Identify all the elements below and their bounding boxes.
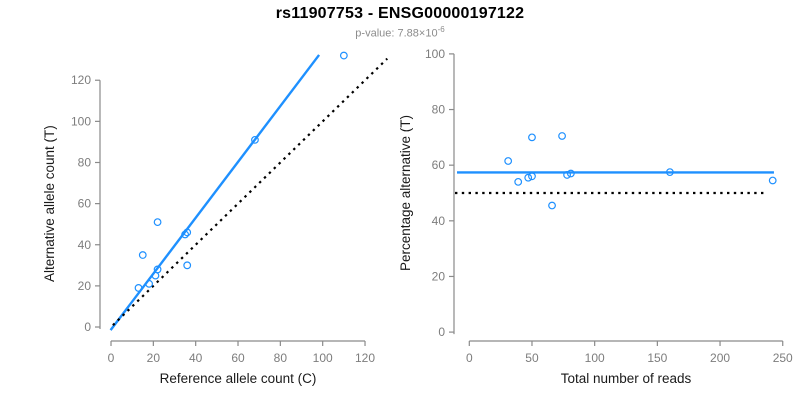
y-tick-label: 100: [71, 114, 91, 128]
data-point: [665, 168, 674, 177]
data-point: [528, 172, 536, 181]
p-value-text: p-value: 7.88×10: [355, 27, 438, 40]
data-point: [181, 230, 189, 239]
data-point: [339, 51, 348, 60]
data-point: [145, 279, 154, 288]
data-point: [768, 176, 777, 185]
y-tick-label: 60: [78, 197, 92, 211]
x-axis-label: Reference allele count (C): [160, 371, 317, 386]
plot-subtitle: p-value: 7.88×10-6: [0, 25, 800, 40]
y-tick-label: 0: [84, 320, 91, 334]
x-tick-label: 250: [773, 351, 793, 365]
data-point: [183, 228, 192, 237]
identity-line: [112, 57, 389, 326]
x-tick-label: 50: [525, 351, 539, 365]
left-panel: 0 20 40 60 80 100 120 0 20 40 60 80 100 120 Reference …: [42, 51, 389, 386]
data-point: [134, 284, 143, 292]
data-point: [138, 251, 147, 259]
x-tick-label: 0: [466, 351, 473, 365]
plot-title: rs11907753 - ENSG00000197122: [275, 5, 525, 22]
data-point: [183, 261, 192, 270]
y-tick-label: 20: [432, 269, 446, 283]
x-tick-label: 60: [231, 351, 245, 365]
x-tick-label: 200: [710, 351, 730, 365]
data-point: [528, 133, 536, 142]
data-point: [514, 177, 523, 186]
y-tick-label: 20: [78, 279, 92, 293]
y-tick-label: 120: [71, 73, 91, 87]
y-tick-label: 80: [78, 155, 92, 169]
x-tick-label: 100: [585, 351, 605, 365]
y-tick-label: 80: [432, 103, 446, 117]
y-tick-label: 40: [78, 238, 92, 252]
y-tick-label: 60: [432, 158, 446, 172]
p-value-exponent: -6: [437, 25, 445, 34]
y-tick-label: 0: [438, 325, 445, 339]
data-point: [251, 135, 259, 144]
y-tick-label: 40: [432, 214, 446, 228]
data-point: [153, 265, 162, 274]
x-tick-label: 40: [189, 351, 203, 365]
data-point: [558, 132, 566, 140]
data-point: [504, 157, 513, 165]
x-tick-label: 80: [274, 351, 288, 365]
y-tick-label: 100: [425, 47, 445, 61]
data-point: [566, 169, 575, 178]
x-tick-label: 20: [147, 351, 161, 365]
data-point: [563, 171, 571, 179]
y-axis-label: Alternative allele count (T): [42, 125, 57, 282]
y-axis-label: Percentage alternative (T): [398, 115, 413, 271]
x-tick-label: 0: [108, 351, 115, 365]
x-axis-label: Total number of reads: [561, 371, 692, 386]
x-tick-label: 120: [355, 351, 375, 365]
right-panel: 0 50 100 150 200 250 0 20 40 60 80 100 Total number …: [398, 47, 793, 386]
data-point: [548, 201, 556, 210]
data-point: [153, 218, 162, 227]
x-tick-label: 150: [647, 351, 667, 365]
data-point: [524, 173, 533, 182]
x-tick-label: 100: [313, 351, 333, 365]
